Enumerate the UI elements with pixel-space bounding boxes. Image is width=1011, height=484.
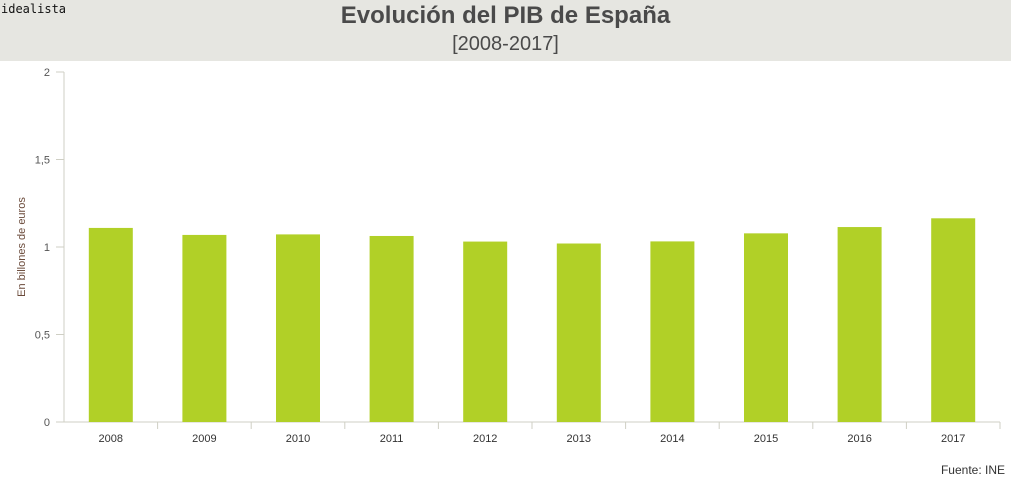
header-band: idealista Evolución del PIB de España [2…: [0, 0, 1011, 61]
x-tick-label: 2016: [847, 433, 871, 445]
bar-2008: [88, 227, 133, 422]
x-tick-label: 2010: [286, 433, 310, 445]
y-tick-label: 0,5: [35, 330, 50, 342]
x-tick-label: 2013: [567, 433, 591, 445]
x-tick-label: 2012: [473, 433, 497, 445]
y-tick-label: 1: [44, 242, 50, 254]
bar-2013: [556, 243, 601, 422]
source-note: Fuente: INE: [940, 463, 1005, 477]
bar-2011: [369, 235, 414, 422]
x-tick-label: 2011: [380, 433, 404, 445]
logo: idealista: [1, 2, 67, 16]
bar-2012: [463, 241, 508, 422]
chart-subtitle: [2008-2017]: [452, 33, 559, 55]
bar-2017: [931, 218, 976, 422]
y-axis-label: En billones de euros: [16, 197, 28, 297]
bar-2010: [276, 234, 320, 422]
chart-title: Evolución del PIB de España: [340, 2, 671, 29]
bar-2015: [744, 233, 788, 422]
y-tick-label: 1,5: [35, 155, 50, 167]
y-tick-label: 0: [44, 417, 50, 429]
bar-2014: [650, 241, 695, 422]
x-tick-label: 2017: [941, 433, 965, 445]
y-tick-label: 2: [44, 67, 50, 79]
bar-2009: [182, 234, 227, 422]
x-tick-label: 2008: [99, 433, 123, 445]
x-tick-label: 2014: [660, 433, 684, 445]
bar-2016: [837, 227, 882, 422]
x-tick-label: 2009: [192, 433, 216, 445]
x-tick-label: 2015: [754, 433, 778, 445]
